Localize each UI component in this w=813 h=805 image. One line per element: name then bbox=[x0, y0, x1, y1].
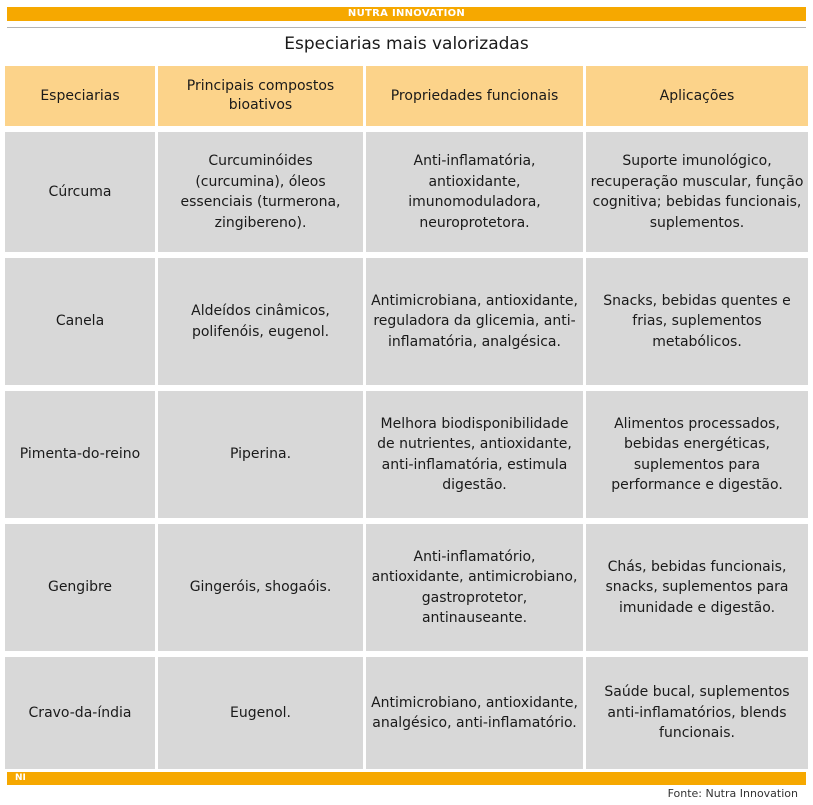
brand-bar: NUTRA INNOVATION bbox=[7, 7, 806, 21]
table-cell-properties: Antimicrobiano, antioxidante, analgésico… bbox=[366, 657, 583, 769]
table-cell-compounds: Piperina. bbox=[158, 391, 363, 518]
table-cell-compounds: Eugenol. bbox=[158, 657, 363, 769]
spices-table: Especiarias Principais compostos bioativ… bbox=[5, 66, 809, 769]
source-credit: Fonte: Nutra Innovation bbox=[667, 787, 798, 800]
table-cell-applications: Chás, bebidas funcionais, snacks, suplem… bbox=[586, 524, 808, 651]
brand-name: NUTRA INNOVATION bbox=[347, 8, 466, 19]
title-divider bbox=[7, 27, 806, 28]
column-header-compostos: Principais compostos bioativos bbox=[158, 66, 363, 126]
table-cell-applications: Alimentos processados, bebidas energétic… bbox=[586, 391, 808, 518]
table-cell-applications: Saúde bucal, suplementos anti-inflamatór… bbox=[586, 657, 808, 769]
table-cell-spice: Canela bbox=[5, 258, 155, 385]
table-cell-properties: Antimicrobiana, antioxidante, reguladora… bbox=[366, 258, 583, 385]
page-title: Especiarias mais valorizadas bbox=[284, 34, 529, 54]
table-cell-spice: Gengibre bbox=[5, 524, 155, 651]
column-header-especiarias: Especiarias bbox=[5, 66, 155, 126]
column-header-aplicacoes: Aplicações bbox=[586, 66, 808, 126]
table-cell-compounds: Gingeróis, shogaóis. bbox=[158, 524, 363, 651]
table-cell-properties: Melhora biodisponibilidade de nutrientes… bbox=[366, 391, 583, 518]
table-cell-spice: Cúrcuma bbox=[5, 132, 155, 252]
table-cell-properties: Anti-inflamatório, antioxidante, antimic… bbox=[366, 524, 583, 651]
footer-bar: NI bbox=[7, 772, 806, 785]
table-cell-applications: Snacks, bebidas quentes e frias, supleme… bbox=[586, 258, 808, 385]
brand-abbreviation: NI bbox=[15, 773, 26, 783]
table-cell-applications: Suporte imunológico, recuperação muscula… bbox=[586, 132, 808, 252]
table-cell-compounds: Curcuminóides (curcumina), óleos essenci… bbox=[158, 132, 363, 252]
column-header-propriedades: Propriedades funcionais bbox=[366, 66, 583, 126]
table-cell-spice: Pimenta-do-reino bbox=[5, 391, 155, 518]
table-cell-compounds: Aldeídos cinâmicos, polifenóis, eugenol. bbox=[158, 258, 363, 385]
table-cell-spice: Cravo-da-índia bbox=[5, 657, 155, 769]
table-cell-properties: Anti-inflamatória, antioxidante, imunomo… bbox=[366, 132, 583, 252]
